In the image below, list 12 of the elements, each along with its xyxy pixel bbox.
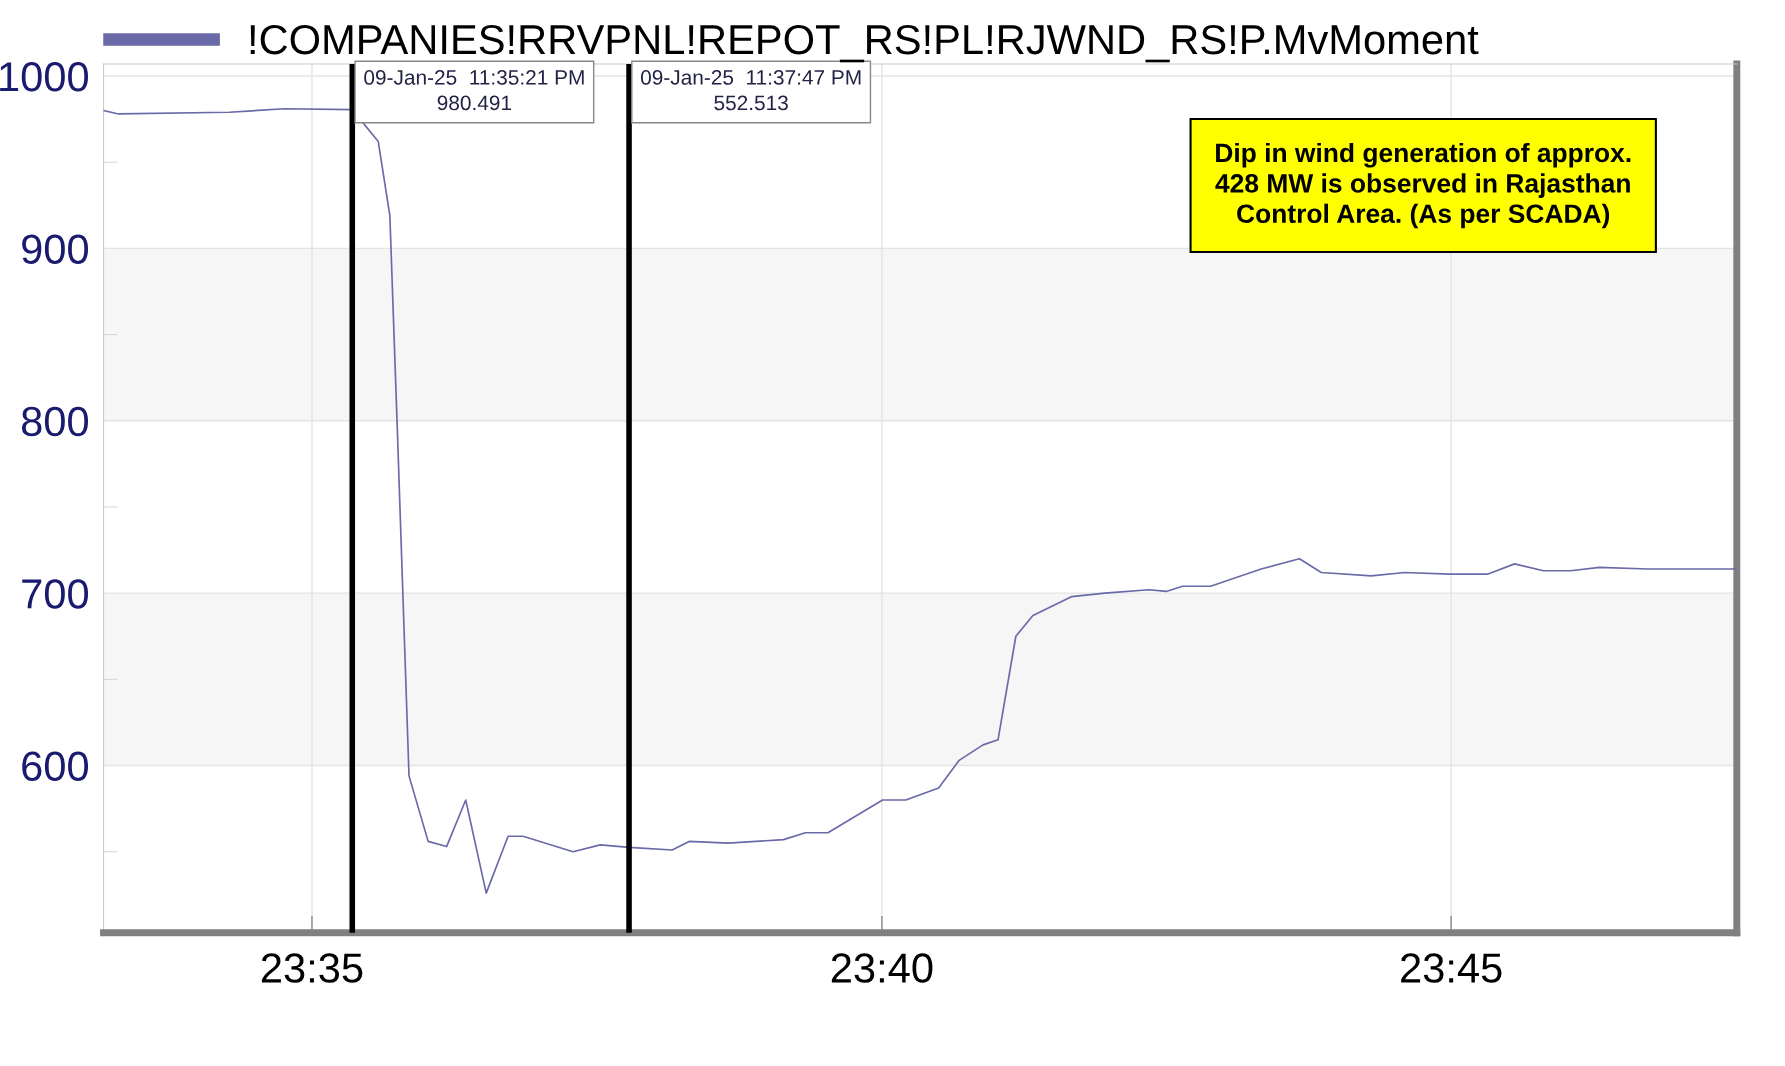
x-tick-label: 23:40 <box>831 953 933 983</box>
y-tick-label: 1000 <box>0 62 89 92</box>
y-tick-label: 900 <box>22 234 89 264</box>
y-tick-label: 700 <box>22 579 89 609</box>
x-tick-label: 23:35 <box>261 953 363 983</box>
annotation: Dip in wind generation of approx. 428 MW is observed in Rajasthan Control Area. (As per SCADA) <box>1215 142 1631 229</box>
legend-label: !COMPANIES!RRVPNL!REPOT_RS!PL!RJWND_RS!P.MvMoment <box>250 24 1479 63</box>
y-tick-label: 600 <box>22 751 89 782</box>
y-tick-label: 800 <box>21 406 89 437</box>
x-tick-label: 23:45 <box>1401 953 1502 983</box>
annotation: 09-Jan-25 11:37:47 PM 552.513 <box>640 70 861 111</box>
annotation: 09-Jan-25 11:35:21 PM 980.491 <box>364 70 584 111</box>
